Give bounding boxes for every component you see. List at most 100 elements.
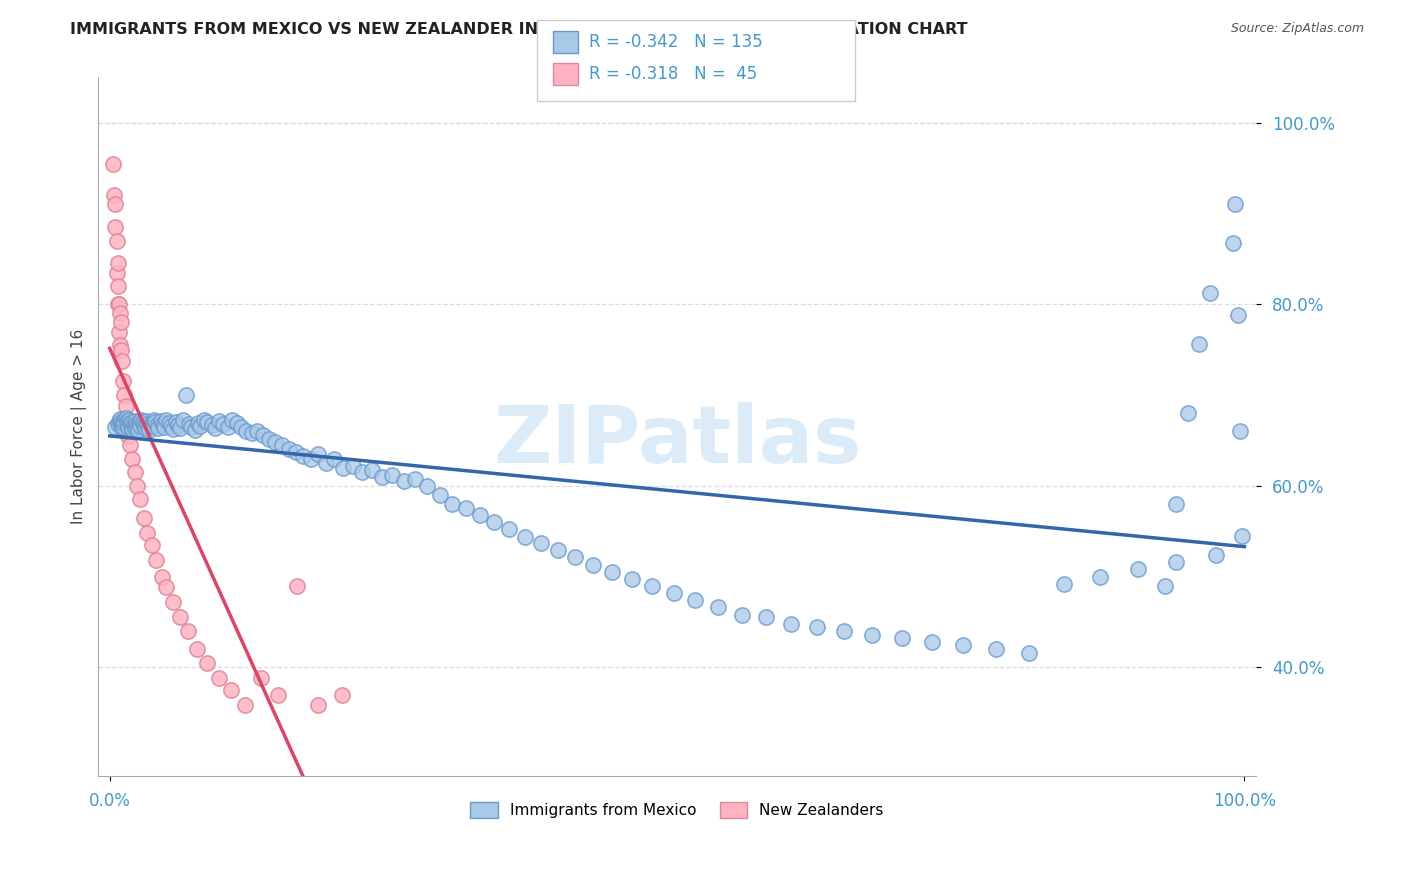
- Point: [392, 475, 415, 489]
- Point: [125, 479, 148, 493]
- Point: [117, 429, 139, 443]
- Point: [468, 508, 491, 522]
- Point: [134, 420, 156, 434]
- Point: [1177, 406, 1199, 420]
- Point: [212, 417, 235, 431]
- Y-axis label: In Labor Force | Age > 16: In Labor Force | Age > 16: [72, 329, 87, 524]
- Point: [104, 419, 127, 434]
- Point: [114, 388, 136, 402]
- Point: [187, 416, 209, 430]
- Point: [148, 420, 170, 434]
- Point: [381, 467, 404, 482]
- Point: [731, 607, 754, 622]
- Point: [221, 413, 243, 427]
- Point: [143, 415, 166, 429]
- Point: [172, 413, 194, 427]
- Point: [118, 413, 141, 427]
- Point: [150, 569, 173, 583]
- Point: [860, 627, 883, 641]
- Point: [160, 418, 183, 433]
- Point: [195, 415, 218, 429]
- Point: [131, 412, 153, 426]
- Point: [755, 610, 778, 624]
- Point: [120, 418, 142, 433]
- Point: [142, 412, 165, 426]
- Point: [921, 635, 943, 649]
- Point: [141, 416, 163, 430]
- Text: ZIPatlas: ZIPatlas: [494, 401, 862, 480]
- Point: [121, 451, 143, 466]
- Point: [105, 266, 128, 280]
- Point: [219, 683, 242, 698]
- Point: [136, 526, 159, 541]
- Point: [371, 469, 394, 483]
- Point: [1090, 569, 1112, 583]
- Point: [952, 639, 974, 653]
- Point: [107, 414, 129, 428]
- Point: [124, 414, 146, 428]
- Point: [152, 417, 174, 431]
- Point: [547, 543, 569, 558]
- Point: [112, 375, 135, 389]
- Point: [117, 419, 139, 434]
- Point: [190, 418, 212, 433]
- Point: [121, 422, 143, 436]
- Point: [112, 417, 135, 431]
- Point: [1229, 425, 1251, 439]
- Point: [1222, 235, 1244, 250]
- Point: [1205, 548, 1227, 562]
- Point: [620, 572, 643, 586]
- Point: [360, 463, 382, 477]
- Point: [107, 256, 129, 270]
- Point: [257, 432, 280, 446]
- Point: [284, 445, 307, 459]
- Point: [240, 426, 263, 441]
- Point: [169, 420, 191, 434]
- Point: [1018, 646, 1040, 660]
- Point: [120, 416, 142, 430]
- Point: [141, 538, 163, 552]
- Point: [138, 423, 160, 437]
- Point: [110, 415, 132, 429]
- Point: [806, 620, 828, 634]
- Point: [125, 419, 148, 434]
- Point: [107, 325, 129, 339]
- Point: [441, 497, 464, 511]
- Point: [350, 465, 373, 479]
- Point: [233, 698, 256, 713]
- Point: [308, 698, 330, 713]
- Legend: Immigrants from Mexico, New Zealanders: Immigrants from Mexico, New Zealanders: [464, 797, 890, 824]
- Point: [513, 530, 536, 544]
- Point: [1053, 576, 1076, 591]
- Point: [103, 188, 125, 202]
- Point: [204, 420, 226, 434]
- Point: [285, 579, 308, 593]
- Point: [110, 343, 132, 357]
- Point: [142, 418, 165, 433]
- Point: [271, 438, 294, 452]
- Point: [779, 616, 801, 631]
- Point: [125, 417, 148, 431]
- Point: [582, 558, 605, 572]
- Point: [330, 688, 353, 702]
- Point: [484, 515, 506, 529]
- Point: [165, 415, 187, 429]
- Point: [249, 671, 271, 685]
- Point: [114, 410, 136, 425]
- Point: [323, 451, 346, 466]
- Point: [208, 671, 231, 685]
- Point: [155, 413, 177, 427]
- Point: [124, 465, 146, 479]
- Point: [278, 442, 301, 456]
- Point: [166, 417, 188, 432]
- Point: [174, 388, 197, 402]
- Point: [146, 417, 169, 432]
- Point: [107, 417, 129, 431]
- Text: R = -0.342   N = 135: R = -0.342 N = 135: [589, 33, 763, 51]
- Point: [107, 279, 129, 293]
- Point: [112, 419, 135, 434]
- Point: [315, 456, 337, 470]
- Point: [107, 297, 129, 311]
- Point: [153, 419, 176, 434]
- Point: [149, 414, 172, 428]
